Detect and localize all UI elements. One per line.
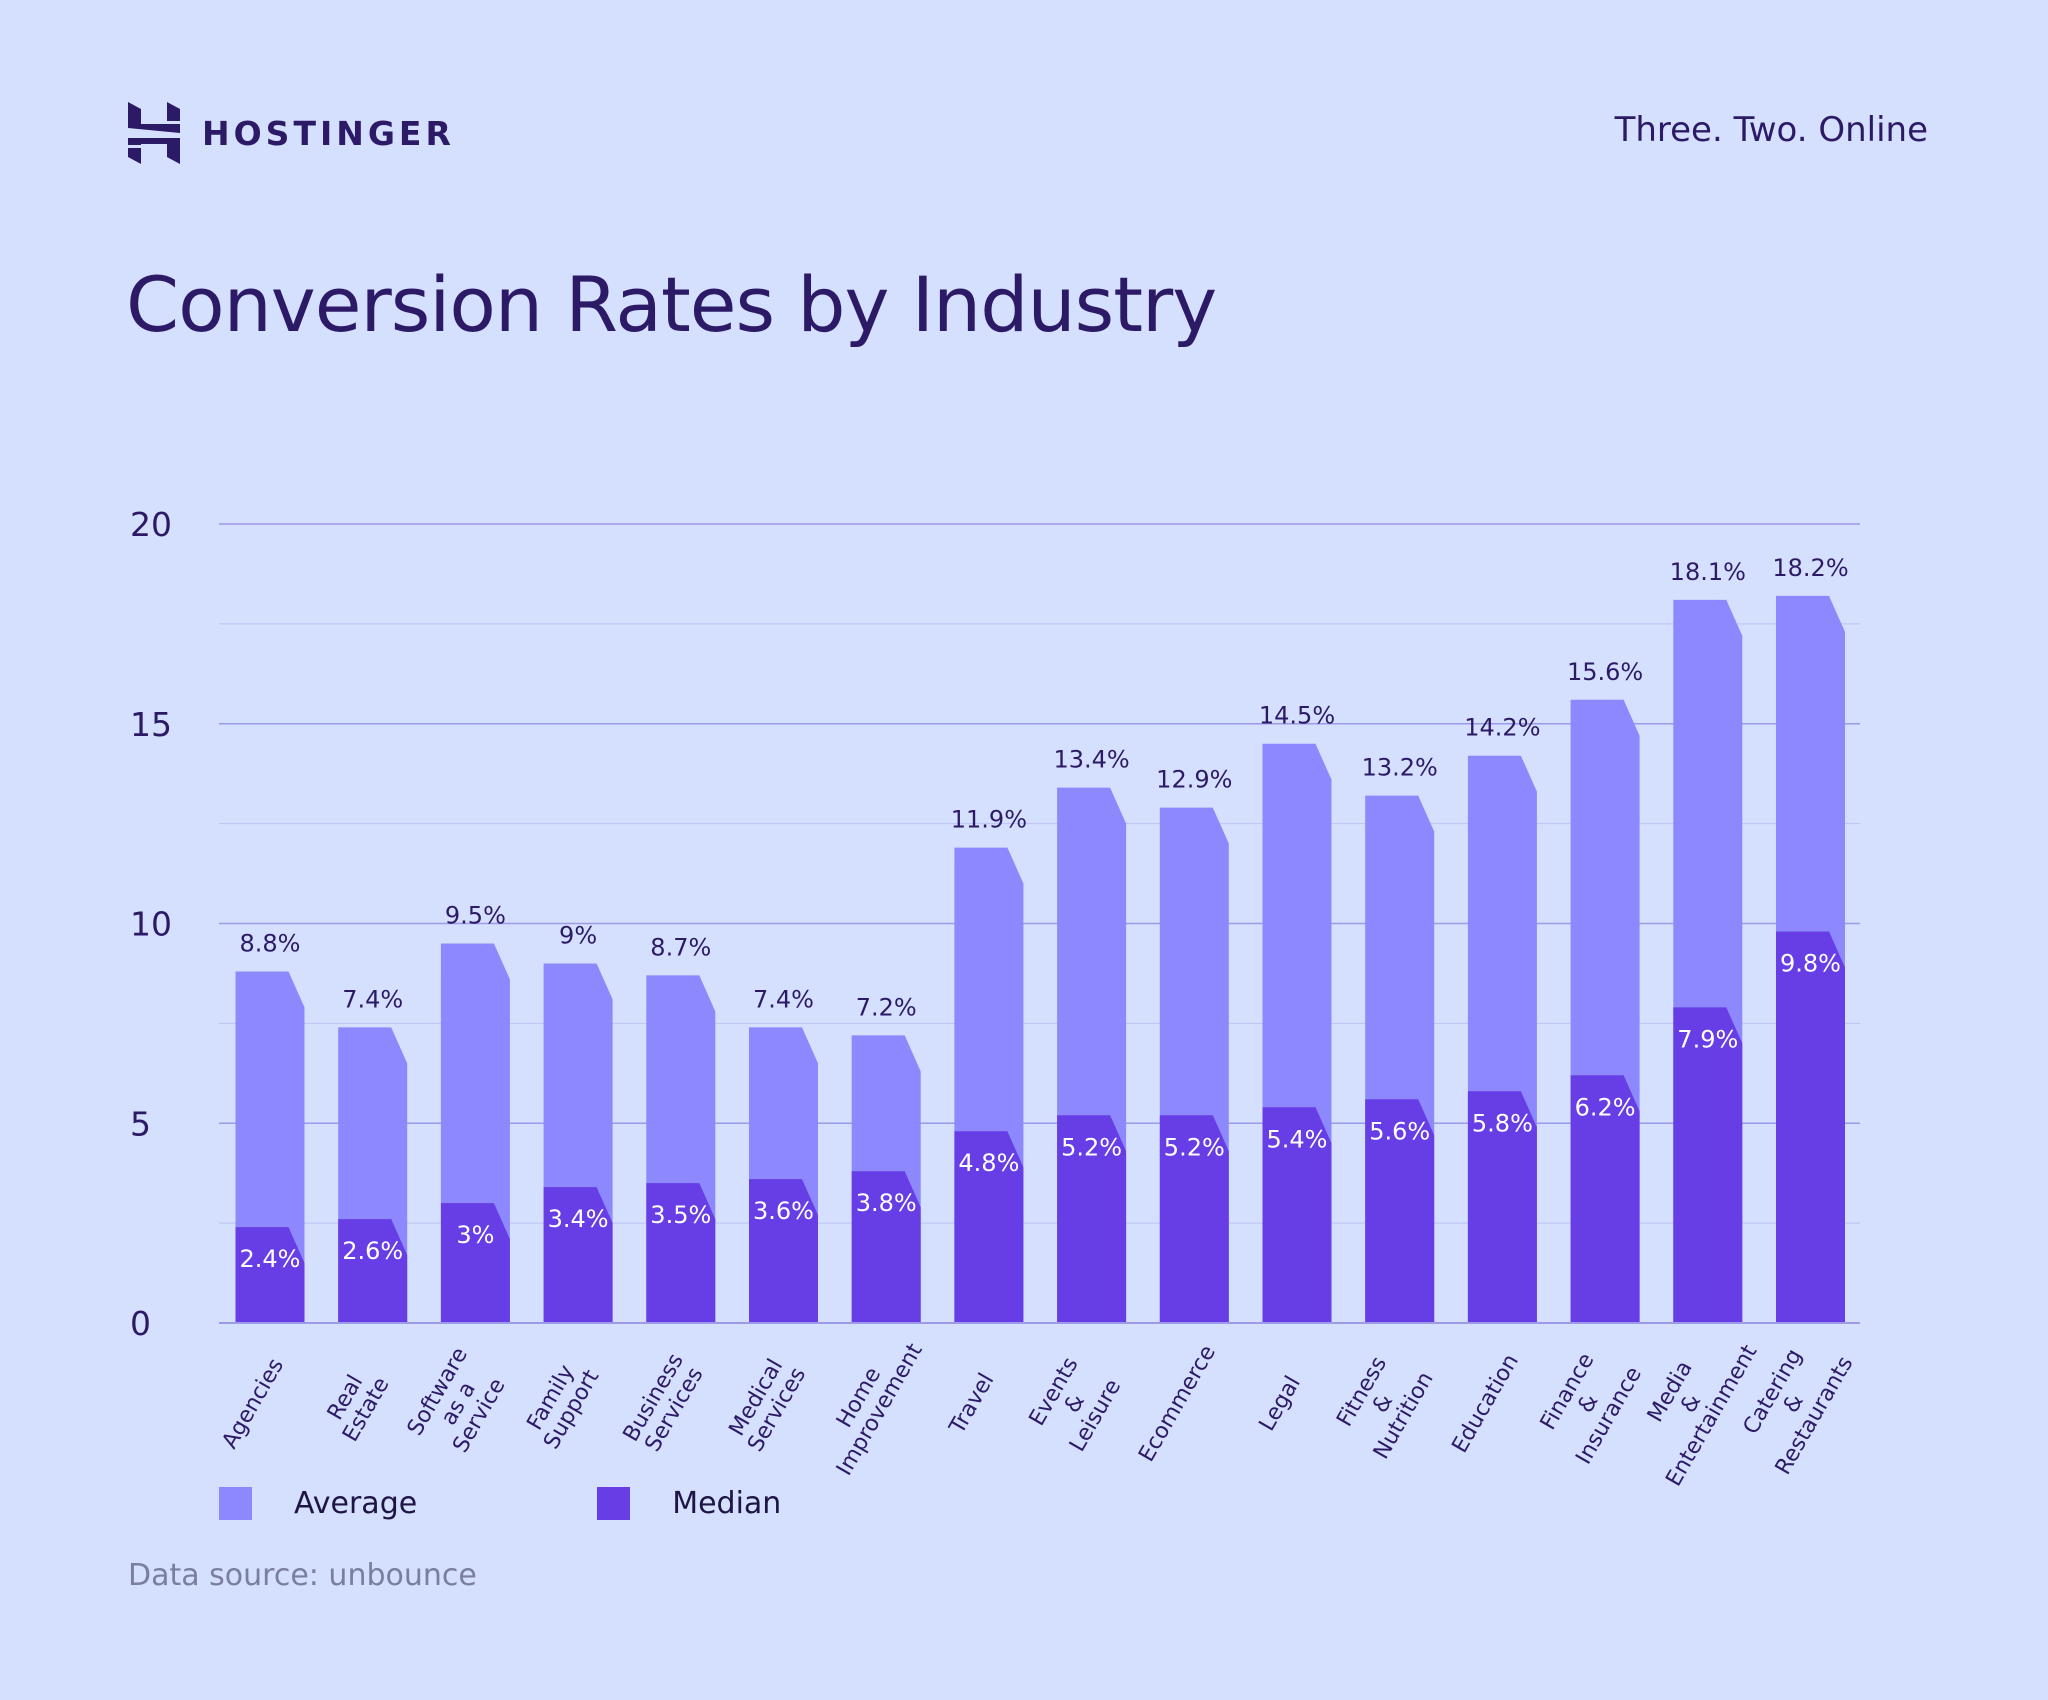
bar-median bbox=[1467, 1091, 1537, 1323]
bar-median bbox=[646, 1183, 716, 1323]
data-label-average: 14.5% bbox=[1259, 702, 1335, 730]
data-label-median: 3.4% bbox=[548, 1205, 609, 1233]
bar-median bbox=[749, 1179, 818, 1323]
data-label-median: 6.2% bbox=[1575, 1093, 1636, 1121]
x-tick-label: BusinessServices bbox=[619, 1349, 710, 1458]
data-label-median: 5.2% bbox=[1061, 1133, 1122, 1161]
bar-median bbox=[543, 1187, 613, 1323]
x-tick-label: HomeImprovement bbox=[811, 1327, 928, 1480]
legend-swatch-average bbox=[219, 1487, 252, 1520]
bar-median bbox=[1365, 1099, 1435, 1323]
x-tick-label: Events&Leisure bbox=[1024, 1351, 1127, 1456]
data-source: Data source: unbounce bbox=[128, 1558, 477, 1593]
bar-median bbox=[1159, 1115, 1229, 1323]
data-label-median: 5.2% bbox=[1164, 1133, 1225, 1161]
data-label-median: 5.8% bbox=[1472, 1109, 1533, 1137]
data-label-median: 2.6% bbox=[342, 1237, 403, 1265]
data-label-median: 4.8% bbox=[958, 1149, 1019, 1177]
legend: Average Median bbox=[219, 1486, 961, 1521]
data-label-average: 11.9% bbox=[951, 806, 1027, 834]
data-label-median: 3.6% bbox=[753, 1197, 814, 1225]
data-label-average: 18.2% bbox=[1772, 554, 1848, 582]
data-label-median: 9.8% bbox=[1780, 949, 1841, 977]
legend-swatch-median bbox=[597, 1487, 631, 1520]
x-tick-label: Finance&Insurance bbox=[1530, 1339, 1647, 1469]
data-label-average: 13.2% bbox=[1362, 754, 1438, 782]
data-label-average: 7.2% bbox=[856, 993, 917, 1021]
data-label-median: 3.8% bbox=[856, 1189, 917, 1217]
y-tick-label: 0 bbox=[130, 1304, 151, 1343]
bar-median bbox=[1057, 1115, 1127, 1323]
data-label-average: 12.9% bbox=[1156, 766, 1232, 794]
data-label-median: 2.4% bbox=[240, 1245, 301, 1273]
brand-name: HOSTINGER bbox=[202, 113, 455, 153]
bar-median bbox=[1776, 931, 1845, 1323]
legend-item-average: Average bbox=[219, 1486, 417, 1521]
bar-median bbox=[338, 1219, 408, 1323]
data-label-median: 5.4% bbox=[1267, 1125, 1328, 1153]
y-tick-label: 10 bbox=[130, 905, 172, 944]
data-label-average: 7.4% bbox=[753, 985, 814, 1013]
data-label-average: 13.4% bbox=[1053, 746, 1129, 774]
data-label-average: 8.8% bbox=[240, 929, 301, 957]
bar-median bbox=[1570, 1075, 1640, 1323]
legend-label-median: Median bbox=[672, 1486, 782, 1521]
bar-median bbox=[235, 1227, 305, 1323]
y-tick-label: 5 bbox=[130, 1104, 151, 1143]
legend-item-median: Median bbox=[597, 1486, 781, 1521]
x-tick-label: Media&Entertainment bbox=[1620, 1316, 1763, 1490]
x-tick-label: Fitness&Nutrition bbox=[1327, 1344, 1438, 1464]
data-label-average: 9.5% bbox=[445, 901, 506, 929]
bar-median bbox=[1673, 1007, 1743, 1323]
data-label-median: 3% bbox=[456, 1221, 494, 1249]
bar-median bbox=[851, 1171, 921, 1323]
bar-median bbox=[440, 1203, 510, 1323]
x-tick-label: FamilySupport bbox=[518, 1353, 604, 1453]
data-label-average: 14.2% bbox=[1464, 714, 1540, 742]
data-label-median: 3.5% bbox=[650, 1201, 711, 1229]
chart-title: Conversion Rates by Industry bbox=[126, 260, 1217, 349]
data-label-average: 18.1% bbox=[1670, 558, 1746, 586]
hostinger-h-icon bbox=[128, 102, 180, 164]
x-tick-label: Ecommerce bbox=[1134, 1341, 1221, 1466]
data-label-average: 7.4% bbox=[342, 985, 403, 1013]
data-label-median: 7.9% bbox=[1677, 1025, 1738, 1053]
data-label-average: 9% bbox=[559, 921, 597, 949]
x-tick-label: Softwareas aService bbox=[403, 1343, 515, 1463]
x-tick-label: Legal bbox=[1255, 1372, 1306, 1436]
tagline: Three. Two. Online bbox=[1614, 110, 1928, 150]
data-label-average: 15.6% bbox=[1567, 658, 1643, 686]
x-tick-label: MedicalServices bbox=[722, 1351, 811, 1456]
y-tick-label: 15 bbox=[130, 705, 172, 744]
hostinger-logo: HOSTINGER bbox=[128, 102, 455, 164]
x-tick-label: Travel bbox=[945, 1369, 1000, 1439]
y-tick-label: 20 bbox=[130, 505, 172, 544]
x-tick-label: RealEstate bbox=[317, 1361, 394, 1446]
x-tick-label: Agencies bbox=[218, 1354, 290, 1453]
bar-median bbox=[954, 1131, 1024, 1323]
bar-median bbox=[1262, 1107, 1332, 1323]
legend-label-average: Average bbox=[294, 1486, 418, 1521]
data-label-median: 5.6% bbox=[1369, 1117, 1430, 1145]
data-label-average: 8.7% bbox=[650, 933, 711, 961]
x-tick-label: Education bbox=[1447, 1350, 1523, 1457]
